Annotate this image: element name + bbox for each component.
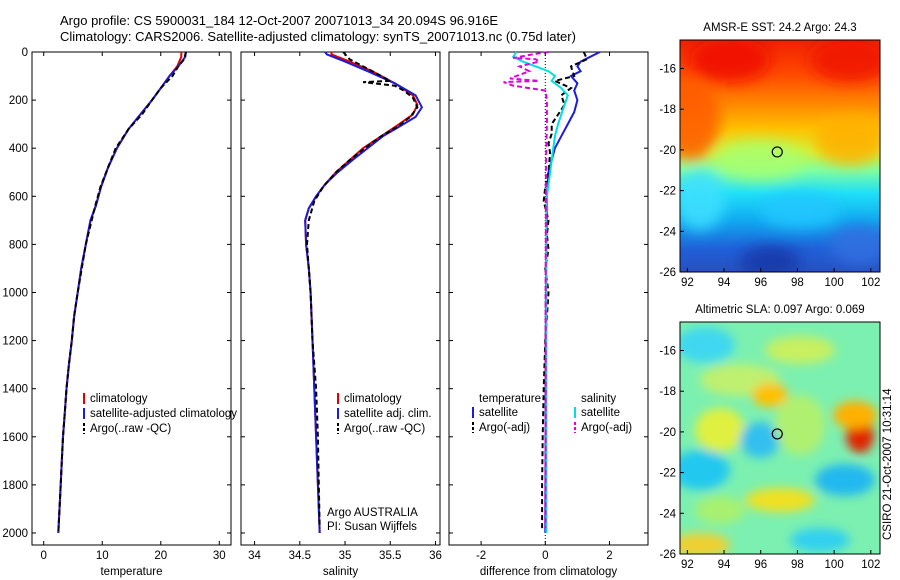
- legend-label: climatology: [90, 393, 148, 405]
- y-tick-label: 1000: [2, 287, 28, 299]
- y-tick-label: 2000: [2, 528, 28, 540]
- y-tick-label: 1600: [2, 432, 28, 444]
- x-tick-label: 94: [718, 559, 731, 571]
- salinity-axes-frame: [240, 51, 441, 546]
- x-tick-label: 36: [429, 550, 442, 562]
- sst-map-panel: AMSR-E SST: 24.2 Argo: 24.3 92 94 96 98 100 10…: [659, 22, 881, 289]
- legend-label: satellite: [479, 407, 518, 419]
- legend-label: satellite adj. clim.: [344, 408, 432, 420]
- series-line: [305, 51, 419, 529]
- float-annotation: Argo AUSTRALIA: [327, 507, 418, 519]
- y-tick-label: 600: [9, 191, 28, 203]
- salinity-panel: 34 34.5 35 35.5 36 salinity climatology satelli…: [240, 51, 442, 578]
- x-tick-label: 100: [825, 277, 844, 289]
- sla-heatmap: [680, 322, 880, 554]
- series-line: [57, 51, 187, 534]
- x-tick-label: 92: [681, 559, 694, 571]
- legend-label: Argo(-adj): [479, 422, 530, 434]
- sla-map-panel: Altimetric SLA: 0.097 Argo: 0.069 92 94 96 9…: [659, 304, 881, 571]
- float-position-marker: [771, 146, 783, 158]
- series-line: [544, 51, 601, 534]
- x-tick-label: 30: [213, 550, 226, 562]
- y-tick-label: 1400: [2, 384, 28, 396]
- x-axis-label: temperature: [100, 566, 162, 578]
- legend-title-salinity: salinity: [581, 393, 616, 405]
- sst-axes-frame: [679, 39, 881, 273]
- y-tick-label: -22: [659, 468, 676, 480]
- series-line: [541, 51, 589, 529]
- map-title: AMSR-E SST: 24.2 Argo: 24.3: [703, 22, 856, 34]
- x-tick-label: 35: [339, 550, 352, 562]
- temperature-axes-frame: [31, 51, 232, 546]
- x-tick-label: 34.5: [289, 550, 311, 562]
- y-tick-label: -24: [659, 226, 676, 238]
- y-tick-label: 0: [22, 47, 28, 59]
- y-tick-label: -22: [659, 186, 676, 198]
- float-annotation: PI: Susan Wijffels: [327, 521, 417, 533]
- y-tick-label: -26: [659, 267, 676, 279]
- figure-title-line2: Climatology: CARS2006. Satellite-adjuste…: [60, 29, 576, 44]
- x-tick-label: 94: [718, 277, 731, 289]
- x-tick-label: 20: [154, 550, 167, 562]
- difference-panel: -2 0 2 difference from climatology temperatu…: [448, 51, 649, 578]
- legend-title-temperature: temperature: [479, 393, 541, 405]
- series-line: [503, 51, 549, 529]
- figure-title-line1: Argo profile: CS 5900031_184 12-Oct-2007…: [60, 13, 499, 28]
- y-tick-label: 800: [9, 239, 28, 251]
- sst-heatmap: [680, 40, 880, 272]
- y-tick-label: 400: [9, 143, 28, 155]
- y-tick-label: -20: [659, 427, 676, 439]
- x-tick-label: 0: [41, 550, 47, 562]
- y-tick-label: 1200: [2, 336, 28, 348]
- legend-label: Argo(-adj): [581, 422, 632, 434]
- y-tick-label: 200: [9, 95, 28, 107]
- y-tick-label: -26: [659, 549, 676, 561]
- y-tick-label: -24: [659, 508, 676, 520]
- x-tick-label: 96: [754, 559, 767, 571]
- legend-label: satellite: [581, 407, 620, 419]
- x-tick-label: 98: [791, 277, 804, 289]
- y-tick-label: -18: [659, 386, 676, 398]
- x-tick-label: 96: [754, 277, 767, 289]
- legend-label: Argo(..raw -QC): [90, 423, 171, 435]
- x-tick-label: 100: [825, 559, 844, 571]
- difference-axes-frame: [448, 51, 649, 546]
- x-tick-label: 35.5: [379, 550, 401, 562]
- x-tick-label: 10: [96, 550, 109, 562]
- series-line: [57, 51, 187, 534]
- x-tick-label: -2: [476, 550, 486, 562]
- x-axis-label: salinity: [323, 566, 358, 578]
- sla-axes-frame: [679, 321, 881, 555]
- legend-label: satellite-adjusted climatology: [90, 408, 237, 420]
- legend-label: climatology: [344, 393, 402, 405]
- series-line: [511, 51, 569, 533]
- y-tick-label: -16: [659, 345, 676, 357]
- float-position-marker: [771, 428, 783, 440]
- x-axis-label: difference from climatology: [480, 566, 617, 578]
- series-line: [304, 51, 424, 534]
- legend-label: Argo(..raw -QC): [344, 423, 425, 435]
- map-title: Altimetric SLA: 0.097 Argo: 0.069: [695, 304, 864, 316]
- x-tick-label: 2: [606, 550, 612, 562]
- x-tick-label: 98: [791, 559, 804, 571]
- x-tick-label: 102: [861, 559, 880, 571]
- x-tick-label: 102: [861, 277, 880, 289]
- y-tick-label: -20: [659, 145, 676, 157]
- y-tick-label: -18: [659, 104, 676, 116]
- x-tick-label: 92: [681, 277, 694, 289]
- y-tick-label: 1800: [2, 480, 28, 492]
- temperature-panel: 0 200 400 600 800 1000 1200 1400 1600 1800 2000 0 10…: [2, 47, 237, 578]
- x-tick-label: 0: [542, 550, 548, 562]
- y-tick-label: -16: [659, 63, 676, 75]
- x-tick-label: 34: [248, 550, 261, 562]
